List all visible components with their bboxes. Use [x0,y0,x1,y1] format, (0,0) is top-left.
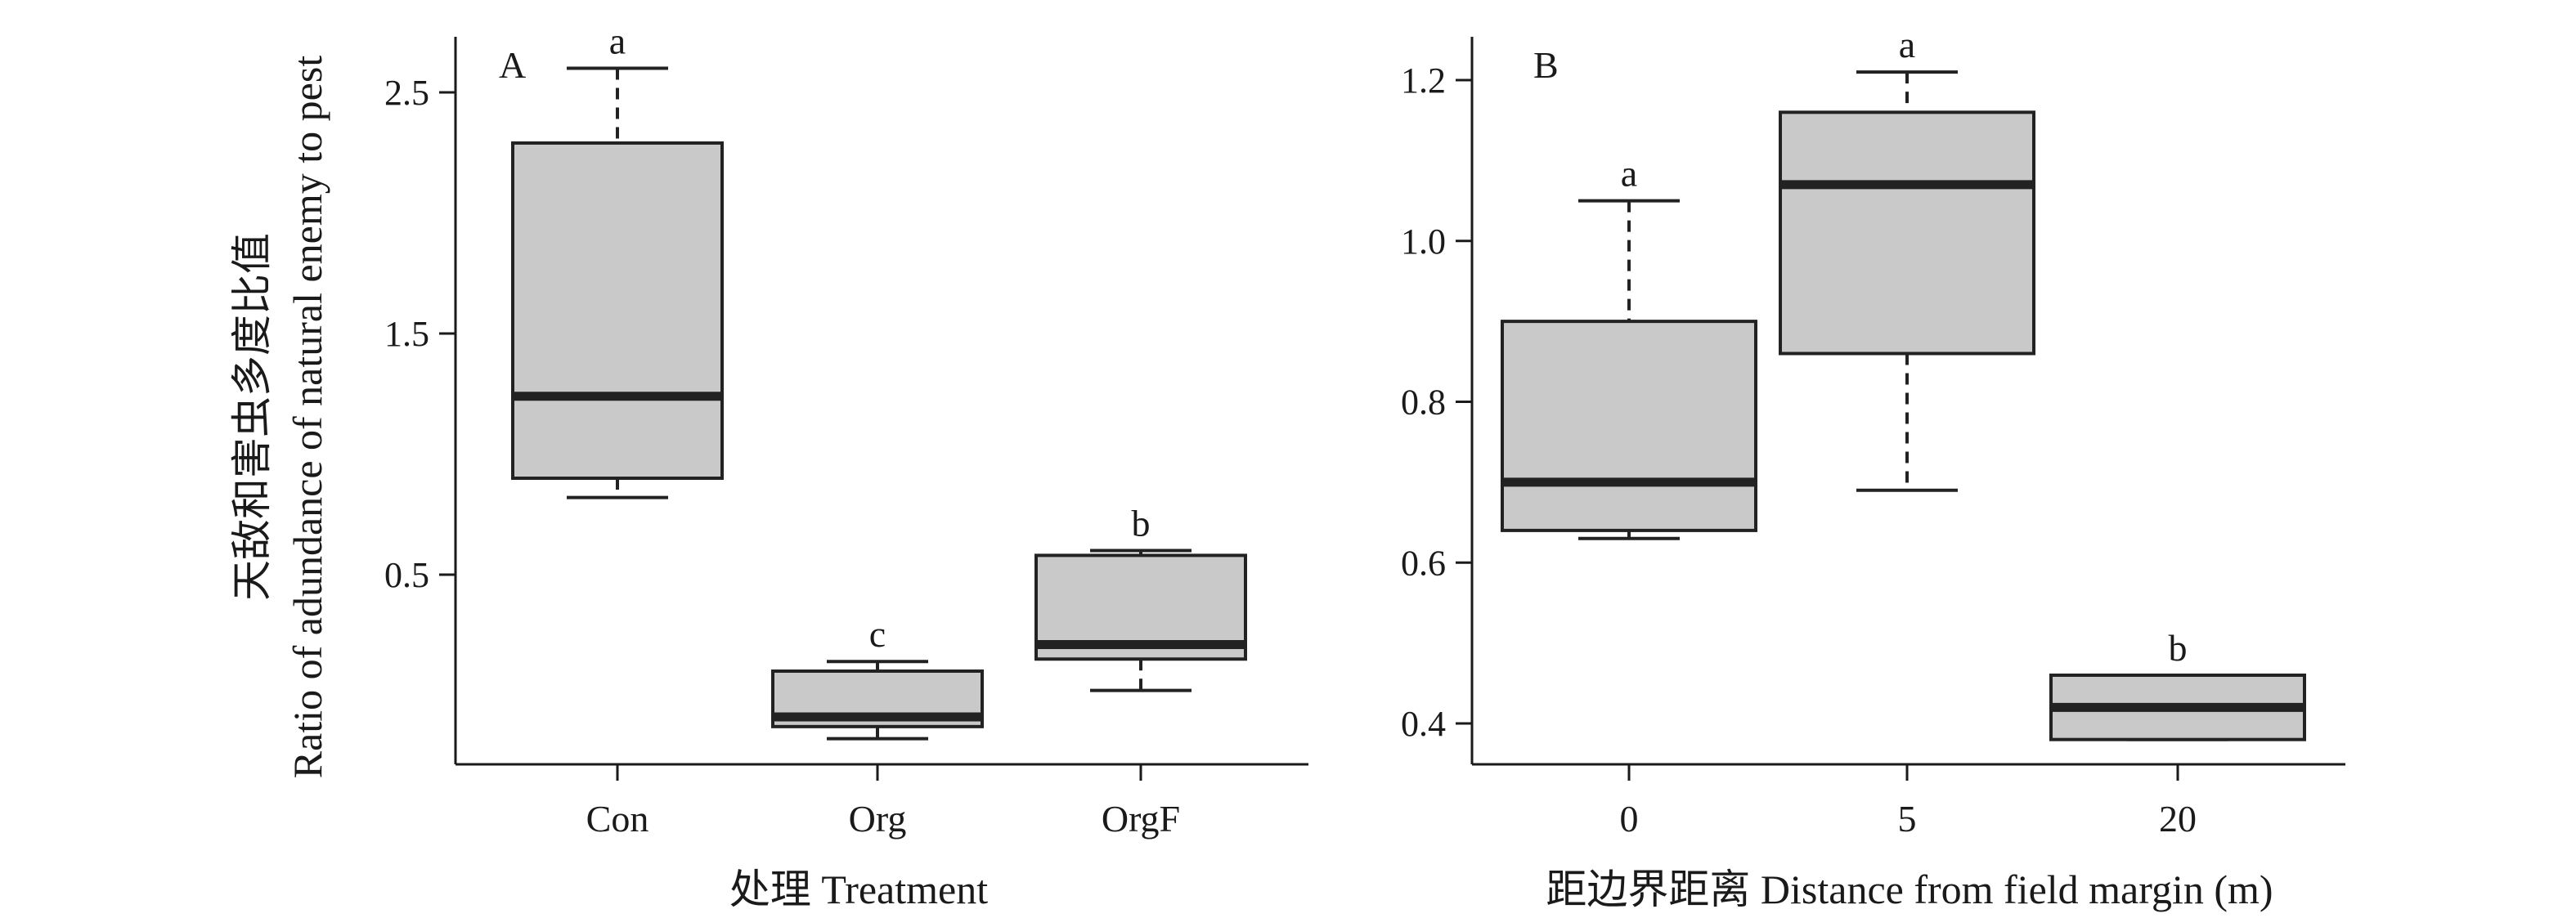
significance-letter: b [2169,627,2188,669]
panel-a-box-1: c [771,613,984,741]
y-axis-title: 天敌和害虫多度比值 Ratio of adundance of natural … [229,56,330,779]
panel-b-label: B [1533,44,1559,86]
panel-b-x-axis-title: 距边界距离 Distance from field margin (m) [1546,867,2273,912]
panel-a-category-label: OrgF [1102,798,1180,840]
iqr-box [1501,320,1757,532]
panel-a-box-0: a [511,20,724,499]
significance-letter: a [1621,153,1637,195]
panel-b-y-tick-label: 0.4 [1401,704,1446,744]
panel-a-y-tick-label: 2.5 [384,73,429,113]
panel-b-box-0: a [1501,153,1757,540]
significance-letter: a [1899,24,1915,65]
panel-a-x-axis-title: 处理 Treatment [729,867,988,912]
panel-a: A 处理 Treatment 0.5 1.5 2.5 Con Org OrgF a c b [384,20,1308,912]
significance-letter: a [609,20,626,62]
panel-a-y-tick-label: 1.5 [384,314,429,354]
panel-a-category-label: Org [849,798,907,840]
panel-b-y-tick-label: 0.8 [1401,383,1446,423]
panel-b: B 距边界距离 Distance from field margin (m) 0… [1401,24,2345,912]
panel-b-box-1: a [1779,24,2035,492]
iqr-box [1779,110,2035,356]
iqr-box [511,141,724,480]
panel-a-category-label: Con [586,798,649,840]
panel-a-y-tick-label: 0.5 [384,555,429,595]
panel-b-y-tick-label: 1.2 [1401,60,1446,101]
panel-b-y-tick-label: 1.0 [1401,222,1446,262]
panel-b-category-label: 5 [1898,798,1917,840]
y-axis-title-line1: 天敌和害虫多度比值 [229,233,275,601]
y-axis-title-line2: Ratio of adundance of natural enemy to p… [285,56,330,779]
significance-letter: c [869,613,886,655]
panel-b-y-tick-label: 0.6 [1401,543,1446,583]
panel-b-category-label: 0 [1620,798,1639,840]
panel-a-label: A [499,44,526,86]
panel-b-box-2: b [2049,627,2306,741]
significance-letter: b [1132,503,1151,544]
panel-a-box-2: b [1034,503,1247,692]
panel-b-category-label: 20 [2159,798,2197,840]
